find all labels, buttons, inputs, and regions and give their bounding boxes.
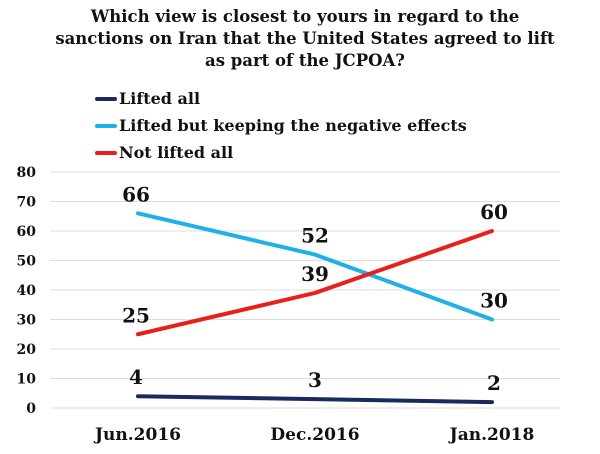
- title-line: Which view is closest to yours in regard…: [90, 7, 520, 26]
- x-tick-label: Jun.2016: [93, 425, 181, 445]
- y-tick-label: 50: [17, 254, 37, 270]
- data-label: 60: [480, 200, 508, 224]
- legend-swatch: [95, 96, 117, 101]
- legend-label: Not lifted all: [119, 143, 234, 162]
- data-label: 25: [122, 303, 150, 327]
- title-line: sanctions on Iran that the United States…: [55, 29, 555, 48]
- x-tick-label: Jan.2018: [448, 425, 535, 445]
- y-tick-label: 10: [17, 372, 37, 388]
- x-tick-label: Dec.2016: [270, 425, 359, 445]
- data-label: 52: [301, 224, 329, 248]
- legend-swatch: [95, 123, 117, 128]
- data-label: 30: [480, 289, 508, 313]
- legend-item-not-lifted: Not lifted all: [95, 143, 233, 162]
- data-label: 39: [301, 262, 329, 286]
- legend-label: Lifted but keeping the negative effects: [119, 116, 467, 135]
- y-tick-label: 20: [17, 342, 37, 358]
- legend-swatch: [95, 150, 117, 155]
- y-tick-label: 80: [17, 165, 37, 181]
- y-tick-label: 40: [17, 283, 37, 299]
- data-label: 4: [129, 365, 143, 389]
- title-line: as part of the JCPOA?: [205, 51, 405, 70]
- y-tick-label: 30: [17, 313, 37, 329]
- y-tick-label: 70: [17, 195, 37, 211]
- legend-item-lifted-all: Lifted all: [95, 89, 200, 108]
- y-tick-label: 0: [26, 401, 36, 417]
- legend-item-lifted-but-keeping: Lifted but keeping the negative effects: [95, 116, 467, 135]
- data-label: 2: [487, 371, 501, 395]
- data-label: 66: [122, 182, 150, 206]
- y-tick-label: 60: [17, 224, 37, 240]
- chart-title: Which view is closest to yours in regard…: [40, 6, 570, 72]
- data-label: 3: [308, 368, 322, 392]
- legend-label: Lifted all: [119, 89, 201, 108]
